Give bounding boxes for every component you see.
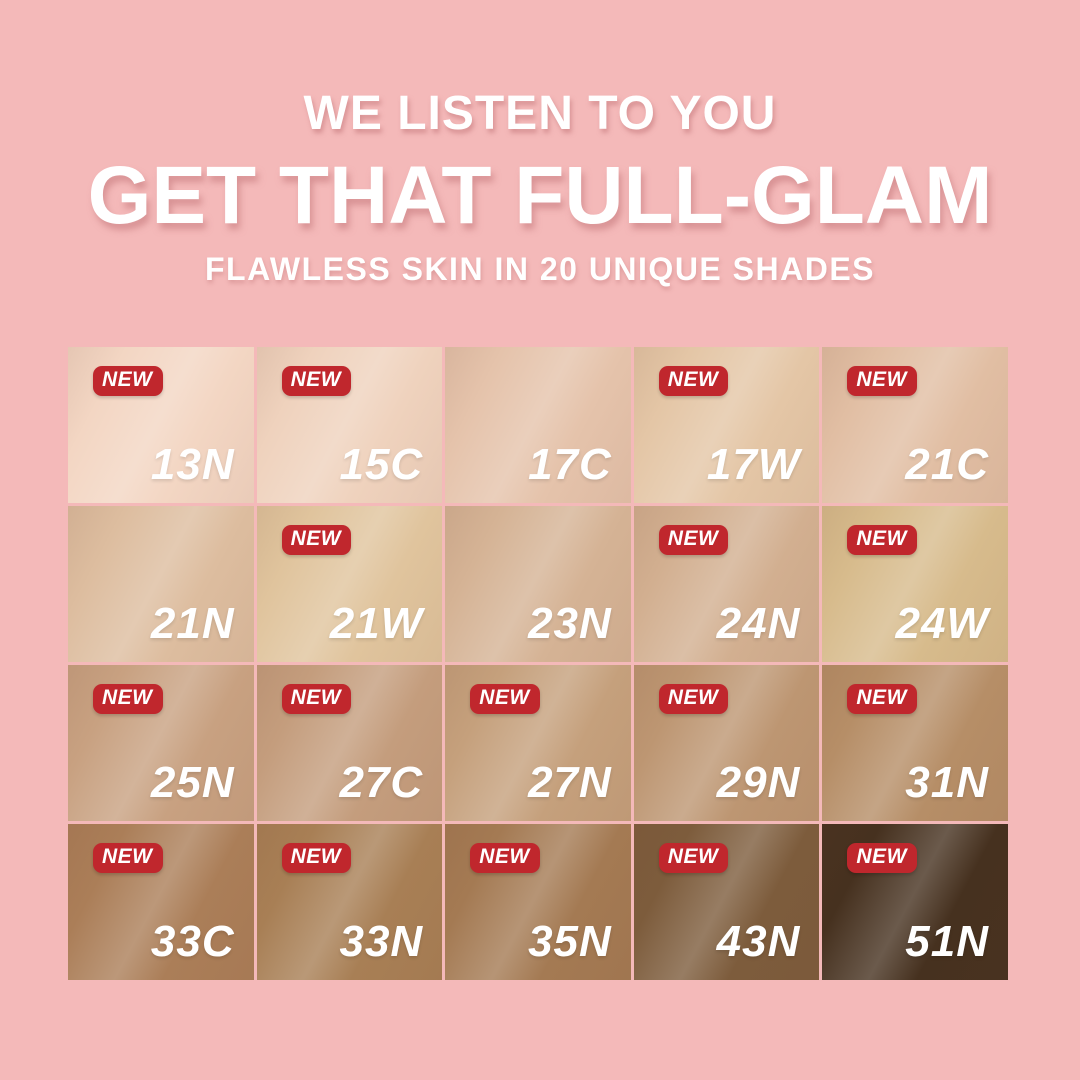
shade-code-label: 29N: [716, 758, 801, 807]
shade-swatch-51n: NEW 51N: [822, 824, 1008, 980]
new-badge: NEW: [470, 684, 540, 714]
shade-code-label: 21N: [150, 599, 235, 648]
new-badge: NEW: [93, 366, 163, 396]
shade-swatch-33n: NEW 33N: [256, 824, 443, 980]
new-badge: NEW: [93, 684, 163, 714]
new-badge: NEW: [658, 843, 729, 873]
shade-swatch-29n: NEW 29N: [633, 665, 820, 821]
new-badge: NEW: [847, 366, 917, 396]
shade-code-label: 21C: [905, 440, 989, 489]
new-badge: NEW: [658, 525, 729, 555]
shade-swatch-24n: NEW 24N: [633, 506, 820, 662]
shade-swatch-27c: NEW 27C: [256, 665, 443, 821]
shade-grid: NEW 13N NEW 15C NEW 17C NEW 17W NEW 21C …: [68, 347, 1008, 980]
shade-code-label: 17C: [528, 440, 612, 489]
shade-code-label: 17W: [706, 440, 801, 489]
new-badge: NEW: [658, 366, 729, 396]
shade-swatch-43n: NEW 43N: [633, 824, 820, 980]
shade-code-label: 27C: [339, 758, 424, 807]
new-badge: NEW: [281, 525, 352, 555]
shade-swatch-15c: NEW 15C: [256, 347, 443, 503]
shade-code-label: 27N: [528, 758, 612, 807]
shade-code-label: 51N: [905, 917, 989, 966]
new-badge: NEW: [281, 366, 352, 396]
shade-swatch-17c: NEW 17C: [445, 347, 631, 503]
new-badge: NEW: [281, 684, 352, 714]
new-badge: NEW: [847, 525, 917, 555]
shade-code-label: 31N: [905, 758, 989, 807]
shade-code-label: 35N: [528, 917, 612, 966]
shade-code-label: 23N: [528, 599, 612, 648]
shade-code-label: 33C: [150, 917, 235, 966]
shade-swatch-21n: NEW 21N: [68, 506, 254, 662]
new-badge: NEW: [281, 843, 352, 873]
shade-code-label: 24W: [895, 599, 989, 648]
shade-swatch-33c: NEW 33C: [68, 824, 254, 980]
shade-swatch-13n: NEW 13N: [68, 347, 254, 503]
shade-swatch-25n: NEW 25N: [68, 665, 254, 821]
shade-code-label: 13N: [150, 440, 235, 489]
headline-kicker: WE LISTEN TO YOU: [303, 87, 777, 140]
shade-code-label: 43N: [716, 917, 801, 966]
shade-swatch-17w: NEW 17W: [633, 347, 820, 503]
shade-swatch-21w: NEW 21W: [256, 506, 443, 662]
headline-main: GET THAT FULL-GLAM: [87, 150, 993, 241]
new-badge: NEW: [847, 684, 917, 714]
shade-swatch-35n: NEW 35N: [445, 824, 631, 980]
shade-swatch-21c: NEW 21C: [822, 347, 1008, 503]
headline-subtitle: FLAWLESS SKIN IN 20 UNIQUE SHADES: [204, 251, 876, 287]
shade-swatch-27n: NEW 27N: [445, 665, 631, 821]
shade-code-label: 21W: [329, 599, 424, 648]
new-badge: NEW: [847, 843, 917, 873]
shade-swatch-31n: NEW 31N: [822, 665, 1008, 821]
shade-code-label: 24N: [716, 599, 801, 648]
new-badge: NEW: [93, 843, 163, 873]
new-badge: NEW: [658, 684, 729, 714]
shade-code-label: 15C: [339, 440, 424, 489]
shade-code-label: 33N: [339, 917, 424, 966]
new-badge: NEW: [470, 843, 540, 873]
shade-code-label: 25N: [150, 758, 235, 807]
shade-swatch-23n: NEW 23N: [445, 506, 631, 662]
shade-swatch-24w: NEW 24W: [822, 506, 1008, 662]
